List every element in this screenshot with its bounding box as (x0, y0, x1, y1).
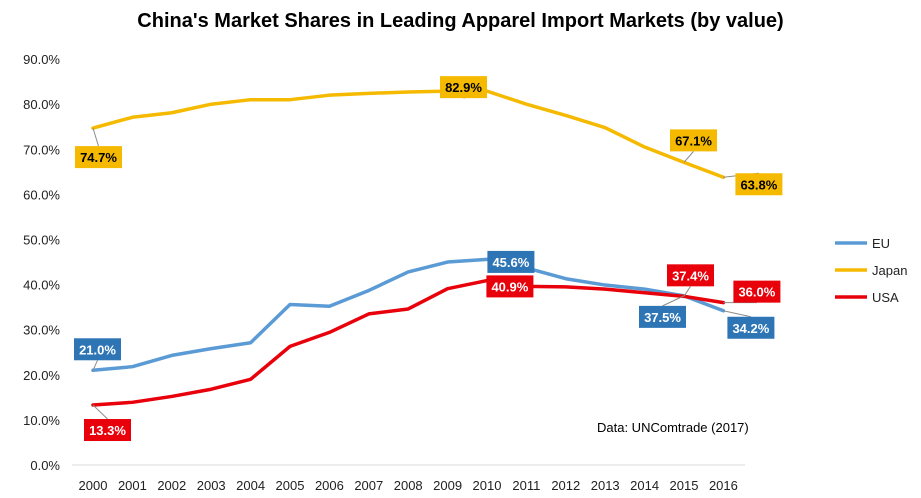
data-label-box (727, 316, 775, 339)
data-label-text: 40.9% (491, 279, 528, 294)
x-tick-label: 2016 (709, 478, 738, 493)
y-tick-label: 40.0% (23, 278, 60, 293)
data-label-text: 21.0% (79, 342, 116, 357)
data-label-text: 82.9% (445, 80, 482, 95)
x-axis: 2000 2001 2002 2003 2004 2005 2006 2007 2008 2009… (72, 464, 745, 493)
data-label-box (670, 129, 717, 152)
data-label-text: 67.1% (675, 133, 712, 148)
data-label-leader (723, 310, 752, 318)
data-label-box (440, 76, 487, 99)
data-label: 82.9% (440, 76, 487, 99)
y-tick-label: 60.0% (23, 187, 60, 202)
data-label-leader (92, 127, 99, 147)
x-tick-label: 2001 (118, 478, 147, 493)
y-tick-label: 50.0% (23, 233, 60, 248)
data-label: 40.9% (486, 275, 534, 298)
data-label: 67.1% (670, 129, 717, 152)
label-leader-lines (92, 90, 759, 420)
series-lines (91, 89, 726, 407)
x-tick-label: 2004 (236, 478, 265, 493)
series-line-eu (91, 257, 726, 373)
x-tick-label: 2008 (394, 478, 423, 493)
series-line-usa (91, 278, 726, 407)
data-label-text: 74.7% (80, 150, 117, 165)
y-tick-label: 90.0% (23, 52, 60, 67)
data-label-box (74, 338, 121, 361)
data-label-leader (662, 295, 685, 307)
data-label-box (735, 173, 783, 196)
data-label-text: 36.0% (738, 285, 775, 300)
x-tick-label: 2013 (591, 478, 620, 493)
data-label-box (84, 419, 131, 442)
data-label: 45.6% (487, 250, 535, 273)
data-label: 37.5% (639, 305, 686, 328)
y-tick-label: 20.0% (23, 368, 60, 383)
y-tick-label: 80.0% (23, 97, 60, 112)
source-note: Data: UNComtrade (2017) (597, 420, 749, 435)
legend-label-japan: Japan (872, 263, 907, 278)
x-tick-label: 2015 (670, 478, 699, 493)
legend-label-eu: EU (872, 236, 890, 251)
x-tick-label: 2011 (512, 478, 540, 493)
x-tick-label: 2009 (433, 478, 462, 493)
y-tick-label: 10.0% (23, 413, 60, 428)
data-label-box (487, 250, 535, 273)
data-label: 21.0% (74, 338, 121, 361)
x-tick-label: 2012 (551, 478, 580, 493)
x-tick-label: 2005 (276, 478, 305, 493)
data-label-text: 34.2% (732, 321, 769, 336)
data-label: 74.7% (75, 146, 122, 169)
data-label: 34.2% (727, 316, 775, 339)
data-label-text: 37.5% (644, 310, 681, 325)
data-label-leader (92, 360, 98, 371)
x-tick-label: 2010 (473, 478, 502, 493)
data-label: 36.0% (733, 280, 781, 303)
x-tick-label: 2002 (157, 478, 186, 493)
data-label-box (733, 280, 781, 303)
chart-title: China's Market Shares in Leading Apparel… (137, 10, 784, 32)
y-axis: 0.0% 10.0% 20.0% 30.0% 40.0% 50.0% 60.0% 70.0% 8… (23, 52, 60, 473)
data-label-box (667, 264, 714, 287)
data-label: 63.8% (735, 173, 783, 196)
data-label-box (639, 305, 686, 328)
data-label-text: 37.4% (672, 268, 709, 283)
data-label: 37.4% (667, 264, 714, 287)
y-tick-label: 0.0% (30, 458, 60, 473)
legend: EU Japan USA (835, 236, 907, 305)
data-label-box (75, 146, 122, 169)
y-tick-label: 70.0% (23, 142, 60, 157)
data-label-box (486, 275, 534, 298)
series-line-japan (91, 89, 726, 180)
legend-label-usa: USA (872, 290, 899, 305)
x-tick-label: 2014 (630, 478, 659, 493)
data-label-leader (683, 151, 694, 163)
data-label-leader (683, 286, 691, 297)
y-tick-label: 30.0% (23, 323, 60, 338)
x-tick-label: 2003 (197, 478, 226, 493)
x-tick-label: 2000 (79, 478, 108, 493)
x-tick-label: 2006 (315, 478, 344, 493)
data-label-text: 63.8% (740, 177, 777, 192)
data-label-leader (92, 404, 108, 420)
data-label: 13.3% (84, 419, 131, 442)
data-label-text: 45.6% (492, 255, 529, 270)
data-label-text: 13.3% (89, 423, 126, 438)
x-tick-label: 2007 (354, 478, 383, 493)
data-labels: 74.7% 82.9% 67.1% 63.8% 21.0% 45.6% 37.5% 34.2%… (74, 76, 783, 442)
